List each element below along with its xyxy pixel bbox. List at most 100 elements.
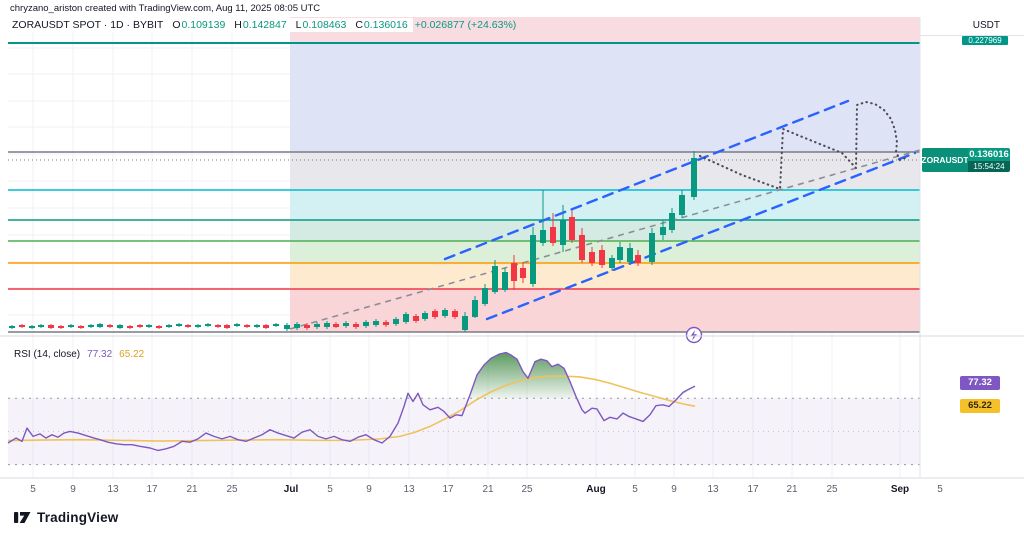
candle xyxy=(482,288,488,304)
symbol-title[interactable]: ZORAUSDT SPOT · 1D · BYBIT xyxy=(12,19,164,31)
last-price-flag[interactable]: ZORAUSDT 0.136016 15:54:24 xyxy=(922,148,1010,172)
candle xyxy=(156,326,162,328)
time-tick-label: 17 xyxy=(747,484,759,495)
candle xyxy=(363,322,369,326)
symbol-legend[interactable]: ZORAUSDT SPOT · 1D · BYBIT O 0.109139 H 0.… xyxy=(10,18,516,32)
attribution-text: chryzano_ariston created with TradingVie… xyxy=(10,3,321,14)
time-tick-label: 13 xyxy=(403,484,415,495)
time-tick-label: 5 xyxy=(937,484,943,495)
candle xyxy=(660,227,666,235)
candle xyxy=(413,316,419,321)
candle xyxy=(442,310,448,316)
rsi-overbought-fill xyxy=(468,352,577,399)
candle xyxy=(353,324,359,327)
candle xyxy=(195,325,201,327)
projection-dotted-path xyxy=(698,100,907,191)
candle xyxy=(550,227,556,243)
rsi-ma-value-badge: 65.22 xyxy=(960,399,1000,413)
candle xyxy=(127,326,133,328)
candle xyxy=(107,325,113,327)
last-price-value: 0.136016 xyxy=(968,148,1010,161)
time-tick-label: 25 xyxy=(226,484,238,495)
candle xyxy=(649,233,655,262)
time-tick-label: 21 xyxy=(482,484,494,495)
candle xyxy=(472,300,478,317)
rsi-value: 77.32 xyxy=(87,349,113,360)
time-tick-label: 5 xyxy=(327,484,333,495)
candle xyxy=(294,324,300,328)
candle xyxy=(244,325,250,327)
low-label: L xyxy=(295,19,302,31)
tradingview-logo-icon xyxy=(14,512,31,523)
candle xyxy=(569,217,575,240)
rsi-ma-line xyxy=(7,375,696,442)
rsi-params: (14, close) xyxy=(33,349,81,360)
candle xyxy=(452,311,458,317)
time-tick-label: 25 xyxy=(826,484,838,495)
fib-band xyxy=(290,263,920,289)
candle xyxy=(599,250,605,265)
time-tick-label: 5 xyxy=(30,484,36,495)
fib-axis-price-badge: 0.227969 xyxy=(962,36,1008,45)
candle xyxy=(166,325,172,327)
candle xyxy=(78,326,84,328)
close-value: 0.136016 xyxy=(363,19,408,31)
tradingview-logo[interactable]: TradingView xyxy=(14,509,118,526)
time-tick-label: Jul xyxy=(283,484,299,495)
candle xyxy=(679,195,685,215)
fib-band xyxy=(290,190,920,220)
candle xyxy=(691,158,697,197)
candle xyxy=(579,235,585,260)
fib-band xyxy=(290,220,920,241)
candle xyxy=(185,325,191,327)
time-tick-label: 21 xyxy=(786,484,798,495)
last-price-flag-symbol: ZORAUSDT xyxy=(922,148,969,172)
candle xyxy=(68,325,74,327)
candle xyxy=(273,324,279,326)
open-value: 0.109139 xyxy=(181,19,226,31)
change-value: +0.026877 (+24.63%) xyxy=(414,19,517,31)
candle xyxy=(422,313,428,319)
candle xyxy=(627,248,633,262)
candle xyxy=(9,326,15,328)
candle xyxy=(304,325,310,328)
rsi-indicator-legend[interactable]: RSI (14, close) 77.32 65.22 xyxy=(14,349,144,360)
candle xyxy=(215,325,221,327)
rsi-line xyxy=(7,351,696,452)
candle xyxy=(502,272,508,290)
rsi-title: RSI xyxy=(14,349,31,360)
rsi-overbought-fill xyxy=(677,386,695,399)
candle xyxy=(117,325,123,328)
time-tick-label: 17 xyxy=(442,484,454,495)
high-value: 0.142847 xyxy=(242,19,287,31)
high-label: H xyxy=(234,19,242,31)
candle xyxy=(432,311,438,317)
candle xyxy=(560,220,566,245)
time-tick-label: Sep xyxy=(890,484,910,495)
candle xyxy=(254,325,260,327)
channel-line xyxy=(485,151,917,321)
candle xyxy=(284,325,290,329)
candle xyxy=(589,252,595,263)
candle xyxy=(314,324,320,327)
candle xyxy=(343,323,349,326)
currency-toggle[interactable]: USDT xyxy=(972,20,1000,31)
time-tick-label: 9 xyxy=(70,484,76,495)
candle xyxy=(462,316,468,330)
candle xyxy=(511,263,517,281)
candle xyxy=(393,319,399,324)
fib-band xyxy=(290,289,920,332)
channel-line xyxy=(443,99,850,261)
candle xyxy=(234,324,240,326)
time-tick-label: 9 xyxy=(366,484,372,495)
candle xyxy=(48,325,54,328)
candle xyxy=(492,266,498,292)
candle xyxy=(88,325,94,327)
axis-divider xyxy=(920,35,1024,36)
time-tick-label: 13 xyxy=(107,484,119,495)
bar-countdown: 15:54:24 xyxy=(968,161,1010,172)
time-tick-label: 9 xyxy=(671,484,677,495)
candle xyxy=(403,314,409,322)
time-tick-label: 5 xyxy=(632,484,638,495)
